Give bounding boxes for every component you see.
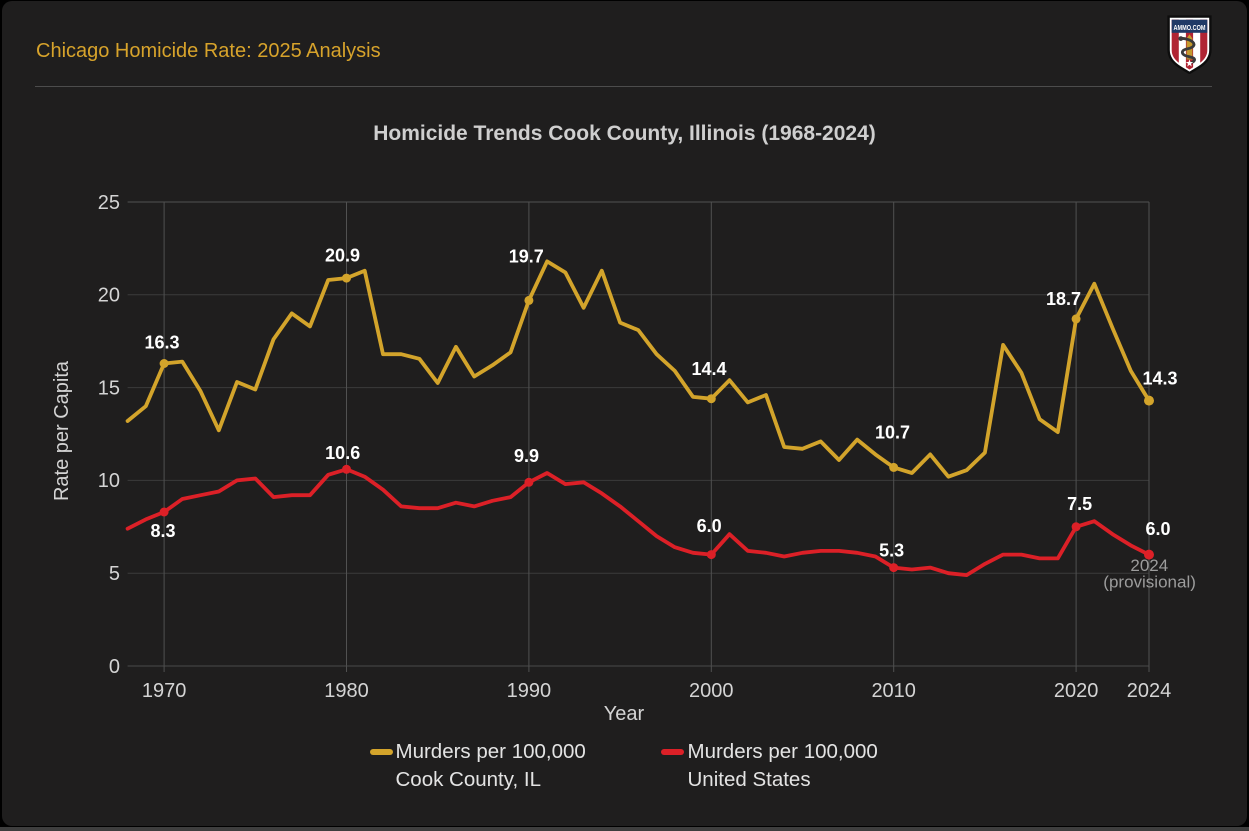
svg-text:18.7: 18.7	[1046, 289, 1081, 309]
svg-text:2024: 2024	[1127, 680, 1172, 702]
svg-text:(provisional): (provisional)	[1103, 573, 1196, 592]
svg-text:9.9: 9.9	[514, 446, 539, 466]
svg-text:Year: Year	[604, 703, 645, 725]
svg-text:10.7: 10.7	[875, 423, 910, 443]
svg-text:25: 25	[98, 192, 120, 214]
svg-text:5: 5	[109, 563, 120, 585]
svg-text:14.4: 14.4	[691, 359, 726, 379]
svg-text:Rate per Capita: Rate per Capita	[51, 360, 73, 501]
svg-text:10: 10	[98, 470, 120, 492]
svg-text:2010: 2010	[871, 680, 916, 702]
svg-text:1990: 1990	[507, 680, 552, 702]
svg-text:10.6: 10.6	[325, 443, 360, 463]
svg-text:6.0: 6.0	[697, 516, 722, 536]
svg-text:15: 15	[98, 377, 120, 399]
svg-text:2024: 2024	[1130, 556, 1168, 575]
svg-text:1970: 1970	[142, 680, 187, 702]
svg-text:2020: 2020	[1054, 680, 1099, 702]
svg-text:0: 0	[109, 656, 120, 678]
svg-text:2000: 2000	[689, 680, 734, 702]
svg-text:5.3: 5.3	[879, 541, 904, 561]
svg-text:19.7: 19.7	[509, 247, 544, 267]
svg-text:20: 20	[98, 285, 120, 307]
svg-text:20.9: 20.9	[325, 246, 360, 266]
svg-text:7.5: 7.5	[1067, 494, 1092, 514]
svg-text:AMMO.COM: AMMO.COM	[1174, 23, 1206, 32]
svg-text:16.3: 16.3	[144, 333, 179, 353]
svg-text:14.3: 14.3	[1142, 369, 1177, 389]
svg-text:8.3: 8.3	[150, 521, 175, 541]
svg-text:6.0: 6.0	[1145, 519, 1170, 539]
svg-text:1980: 1980	[324, 680, 369, 702]
